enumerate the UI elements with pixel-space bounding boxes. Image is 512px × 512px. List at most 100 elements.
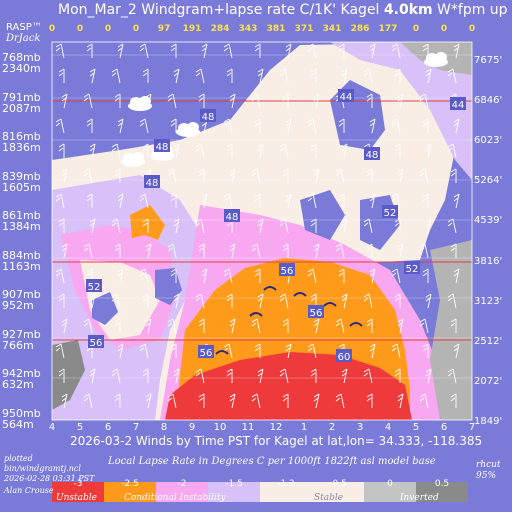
wind-barb-icon (369, 118, 376, 134)
wstar-label: 97 (157, 24, 171, 34)
wind-barb-icon (419, 318, 429, 334)
wind-barb-icon (366, 318, 373, 333)
pressure-level: 791mb 2087m (2, 92, 50, 114)
wind-barb-icon (279, 218, 289, 234)
wind-barb-icon (173, 218, 180, 234)
x-tick-label: 6 (440, 422, 448, 433)
wind-barb-icon (55, 118, 65, 134)
wind-barb-icon (282, 168, 289, 183)
wind-barb-icon (450, 318, 457, 333)
wind-barb-icon (139, 268, 149, 284)
cloud-icon (424, 52, 448, 67)
colorbar-tick: -0.5 (329, 479, 347, 489)
wstar-label: 371 (294, 24, 314, 34)
rhcut-value: 95% (476, 471, 497, 481)
colorbar-tick: 0.5 (434, 479, 450, 489)
height-m: 2087m (2, 101, 41, 115)
wstar-label: 284 (210, 24, 230, 34)
wind-barb-icon (167, 93, 177, 109)
wind-barb-icon (279, 68, 289, 84)
wind-barb-icon (195, 293, 205, 309)
wstar-label: 0 (132, 24, 140, 34)
wind-barb-icon (142, 368, 149, 383)
wind-barb-icon (173, 143, 180, 159)
wstar-label: 381 (266, 24, 286, 34)
svg-text:48: 48 (156, 142, 169, 153)
wind-barb-icon (58, 143, 65, 158)
pressure-mb: 839mb (2, 169, 41, 183)
height-m: 632m (2, 378, 34, 392)
rh-label: 44 (450, 97, 466, 111)
wind-barb-icon (229, 243, 236, 259)
wind-barb-icon (453, 43, 460, 59)
altitude-label: 3123' (474, 295, 503, 307)
wind-barb-icon (254, 343, 261, 358)
wind-barb-icon (61, 318, 68, 334)
lapse-region-gray-left (52, 340, 85, 410)
wind-barb-icon (55, 343, 65, 359)
wind-barb-icon (476, 269, 484, 283)
wind-barb-icon (229, 318, 236, 334)
bird-icon (215, 350, 229, 355)
wind-barb-icon (223, 268, 233, 284)
wind-barb-icon (282, 243, 289, 258)
height-m: 1836m (2, 141, 41, 155)
wind-barb-icon (397, 168, 404, 184)
wind-barb-icon (366, 243, 373, 258)
wind-barb-icon (335, 243, 345, 259)
wind-barb-icon (142, 68, 149, 83)
svg-text:52: 52 (88, 282, 101, 293)
wind-barb-icon (254, 118, 261, 133)
x-tick-label: 9 (188, 422, 196, 433)
wind-barb-icon (83, 168, 93, 184)
wstar-label: 191 (182, 24, 202, 34)
wstar-label: 0 (412, 24, 420, 34)
svg-text:48: 48 (366, 150, 379, 161)
wind-barb-icon (89, 293, 96, 309)
wind-barb-icon (397, 318, 404, 334)
colorbar-tick: -1.2 (277, 479, 295, 489)
wind-barb-icon (117, 343, 124, 359)
pressure-mb: 816mb (2, 130, 41, 144)
pressure-level: 927mb 766m (2, 329, 50, 351)
wind-barb-icon (425, 368, 432, 384)
wind-barb-icon (285, 118, 292, 134)
wstar-label: 341 (322, 24, 342, 34)
rh-label: 56 (198, 345, 214, 359)
colorbar-swatch-conditional (104, 482, 156, 502)
wind-barb-icon (335, 393, 345, 409)
pressure-mb: 927mb (2, 327, 41, 341)
title-prefix: Mon_Mar_2 Windgram+lapse rate C/1K' Kage… (58, 2, 384, 18)
x-tick-label: 5 (76, 422, 84, 433)
wind-barb-icon (257, 293, 264, 309)
wind-barb-icon (425, 293, 432, 309)
bird-icon (349, 322, 363, 327)
wind-barb-icon (482, 394, 487, 408)
wind-barb-icon (341, 218, 348, 234)
wind-barb-icon (86, 43, 93, 58)
lapse-region-red (165, 352, 412, 420)
wind-barb-icon (251, 168, 261, 184)
wind-barb-icon (173, 368, 180, 384)
x-tick-label: 3 (356, 422, 364, 433)
wind-barb-icon (419, 243, 429, 259)
wind-barb-icon (341, 143, 348, 159)
wind-barb-icon (251, 243, 261, 259)
wind-barb-icon (366, 393, 373, 408)
wstar-label: 0 (76, 24, 84, 34)
wind-barb-icon (89, 143, 96, 159)
wind-barb-icon (117, 193, 124, 209)
x-tick-label: 4 (48, 422, 56, 433)
rh-label: 48 (200, 109, 216, 123)
pressure-level: 768mb 2340m (2, 52, 50, 74)
colorbar-swatch-light-gray (364, 482, 416, 502)
wind-barb-icon (425, 143, 432, 159)
wind-barb-icon (145, 318, 152, 334)
wind-barb-icon (310, 218, 317, 233)
wind-barb-icon (254, 193, 261, 208)
wind-barb-icon (285, 43, 292, 59)
wind-barb-icon (111, 218, 121, 234)
wind-barb-icon (366, 93, 373, 108)
wind-barb-icon (363, 218, 373, 234)
pressure-level: 907mb 952m (2, 289, 50, 311)
